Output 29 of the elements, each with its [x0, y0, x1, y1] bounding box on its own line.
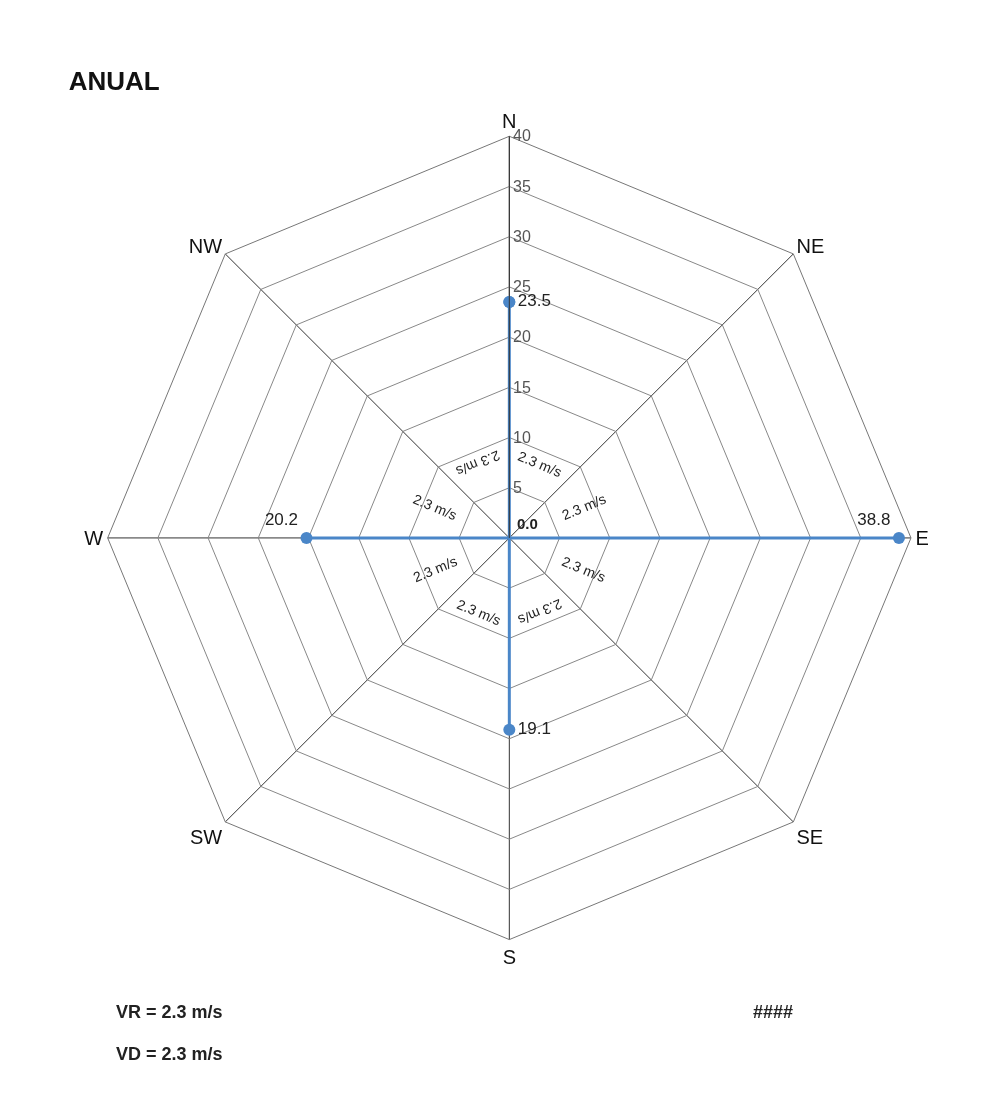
- text: 2.3 m/s: [454, 595, 504, 629]
- text: 2.3 m/s: [410, 490, 460, 524]
- spoke-label: SE: [796, 826, 824, 849]
- spoke-label: NE: [796, 234, 825, 257]
- data-label: 20.2: [264, 510, 298, 530]
- y-tick-label: 30: [513, 227, 531, 245]
- text: VD = 2.3 m/s: [116, 1044, 223, 1064]
- spoke-label: W: [84, 526, 104, 549]
- spoke-label: SW: [189, 826, 223, 849]
- spoke-label: S: [502, 946, 516, 969]
- y-tick-label: 5: [513, 478, 523, 496]
- text: VR = 2.3 m/s: [116, 1002, 223, 1022]
- y-tick-label: 20: [513, 328, 531, 346]
- text: 2.3 m/s: [410, 552, 460, 586]
- y-tick-label: 35: [513, 177, 531, 195]
- y-tick-label: 10: [513, 428, 531, 446]
- chart-title: ANUAL: [68, 65, 160, 96]
- text: 2.3 m/s: [453, 447, 503, 480]
- spoke-label: NW: [188, 234, 223, 257]
- text: 2.3 m/s: [559, 552, 609, 586]
- data-label: 19.1: [517, 718, 551, 738]
- text: 2.3 m/s: [559, 490, 609, 524]
- data-label: 23.5: [517, 291, 551, 311]
- y-tick-label: 15: [513, 378, 531, 396]
- data-label: 38.8: [857, 510, 891, 530]
- text: ####: [753, 1002, 794, 1022]
- text: 2.3 m/s: [515, 596, 565, 629]
- text: 2.3 m/s: [515, 447, 565, 481]
- spoke-label: E: [915, 526, 929, 549]
